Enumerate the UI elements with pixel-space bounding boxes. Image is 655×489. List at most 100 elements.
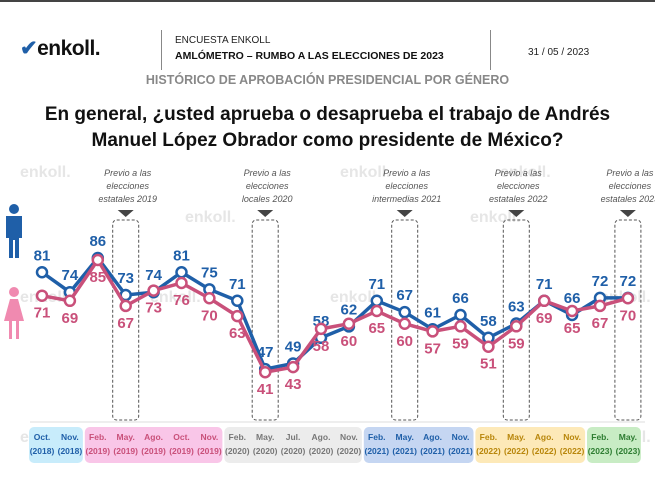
data-label: 61 — [424, 304, 441, 321]
year-group-band — [224, 427, 362, 463]
watermark: enkoll. — [500, 164, 551, 181]
annotation-text: elecciones — [385, 181, 428, 191]
data-label: 60 — [396, 333, 413, 350]
logo-text: enkoll. — [37, 37, 101, 60]
watermark: enkoll. — [185, 209, 236, 226]
annotation-text: intermedias 2021 — [372, 194, 441, 204]
x-tick-year: (2019) — [113, 446, 138, 456]
x-tick-year: (2018) — [30, 446, 55, 456]
x-tick-year: (2018) — [58, 446, 83, 456]
annotation-text: estatales 2022 — [489, 194, 548, 204]
x-tick-label: May. — [507, 432, 525, 442]
data-point — [426, 325, 439, 338]
annotation-text: locales 2020 — [242, 194, 293, 204]
x-tick-year: (2019) — [169, 446, 194, 456]
report-title: AMLÓMETRO – RUMBO A LAS ELECCIONES DE 20… — [175, 50, 444, 62]
data-point — [454, 308, 467, 322]
male-icon-body — [6, 216, 22, 258]
data-label: 75 — [201, 264, 218, 281]
x-tick-label: Feb. — [591, 432, 608, 442]
data-point — [258, 365, 272, 379]
data-point — [35, 266, 49, 279]
data-point — [565, 304, 579, 318]
data-label: 57 — [424, 340, 441, 357]
data-label: 69 — [536, 310, 553, 327]
data-label: 63 — [229, 325, 246, 342]
data-label: 58 — [313, 338, 330, 355]
x-tick-label: Feb. — [368, 432, 385, 442]
divider — [161, 30, 162, 70]
x-tick-label: Feb. — [89, 432, 106, 442]
data-point — [175, 266, 188, 279]
data-point — [91, 253, 105, 267]
data-point — [342, 317, 356, 330]
x-tick-label: Ago. — [535, 432, 554, 442]
annotation-text: elecciones — [106, 181, 149, 191]
female-icon-body — [4, 299, 24, 339]
data-label: 71 — [536, 276, 553, 293]
x-tick-year: (2021) — [392, 446, 417, 456]
data-label: 71 — [229, 276, 246, 293]
x-tick-year: (2019) — [197, 446, 222, 456]
annotation-arrow-icon — [257, 210, 274, 217]
data-label: 71 — [368, 276, 385, 293]
x-tick-year: (2020) — [337, 446, 362, 456]
x-tick-label: Oct. — [173, 432, 190, 442]
data-label: 60 — [341, 333, 358, 350]
x-tick-label: Nov. — [340, 432, 358, 442]
survey-name: ENCUESTA ENKOLL — [175, 35, 271, 46]
divider — [490, 30, 491, 70]
data-label: 59 — [508, 335, 525, 352]
annotation-arrow-icon — [508, 210, 525, 217]
data-point — [203, 292, 216, 305]
x-tick-label: Ago. — [423, 432, 442, 442]
data-label: 59 — [452, 335, 469, 352]
x-tick-label: May. — [117, 432, 135, 442]
x-tick-year: (2019) — [86, 446, 111, 456]
year-group-band — [29, 427, 83, 463]
data-label: 86 — [89, 233, 106, 250]
question: En general, ¿usted aprueba o desaprueba … — [0, 102, 655, 154]
watermark: enkoll. — [330, 289, 381, 306]
data-point — [147, 284, 160, 297]
data-label: 70 — [620, 307, 637, 324]
annotation-text: Previo a las — [383, 168, 431, 178]
x-tick-year: (2021) — [420, 446, 445, 456]
x-tick-year: (2020) — [253, 446, 278, 456]
data-label: 67 — [592, 315, 609, 332]
data-label: 62 — [341, 301, 358, 318]
year-group-band — [475, 427, 586, 463]
question-line-2: Manuel López Obrador como presidente de … — [91, 130, 564, 151]
annotation-text: elecciones — [246, 181, 289, 191]
x-tick-year: (2021) — [365, 446, 390, 456]
data-label: 74 — [145, 267, 162, 284]
x-tick-year: (2022) — [560, 446, 585, 456]
data-point — [314, 322, 328, 336]
x-tick-label: Feb. — [229, 432, 246, 442]
annotation-text: estatales 2023 — [601, 194, 655, 204]
data-point — [370, 304, 384, 318]
data-label: 66 — [564, 290, 581, 307]
data-point — [175, 276, 188, 290]
data-label: 69 — [62, 310, 79, 327]
data-label: 65 — [368, 320, 385, 337]
annotation-text: Previo a las — [606, 168, 654, 178]
election-highlight-box — [251, 219, 279, 421]
data-label: 72 — [620, 273, 637, 290]
series-line — [41, 256, 629, 375]
data-label: 67 — [117, 315, 134, 332]
data-point — [510, 320, 523, 333]
data-label: 73 — [145, 300, 162, 317]
annotation-text: Previo a las — [495, 168, 543, 178]
question-line-1: En general, ¿usted aprueba o desaprueba … — [44, 104, 611, 125]
x-tick-label: Nov. — [563, 432, 581, 442]
data-label: 72 — [592, 273, 609, 290]
election-highlight-box — [502, 219, 530, 421]
annotation-arrow-icon — [396, 210, 413, 217]
x-tick-year: (2022) — [504, 446, 529, 456]
x-tick-label: Nov. — [61, 432, 79, 442]
chart-subtitle: HISTÓRICO DE APROBACIÓN PRESIDENCIAL POR… — [145, 73, 510, 87]
data-point — [537, 294, 551, 308]
election-highlight-box — [112, 219, 140, 421]
